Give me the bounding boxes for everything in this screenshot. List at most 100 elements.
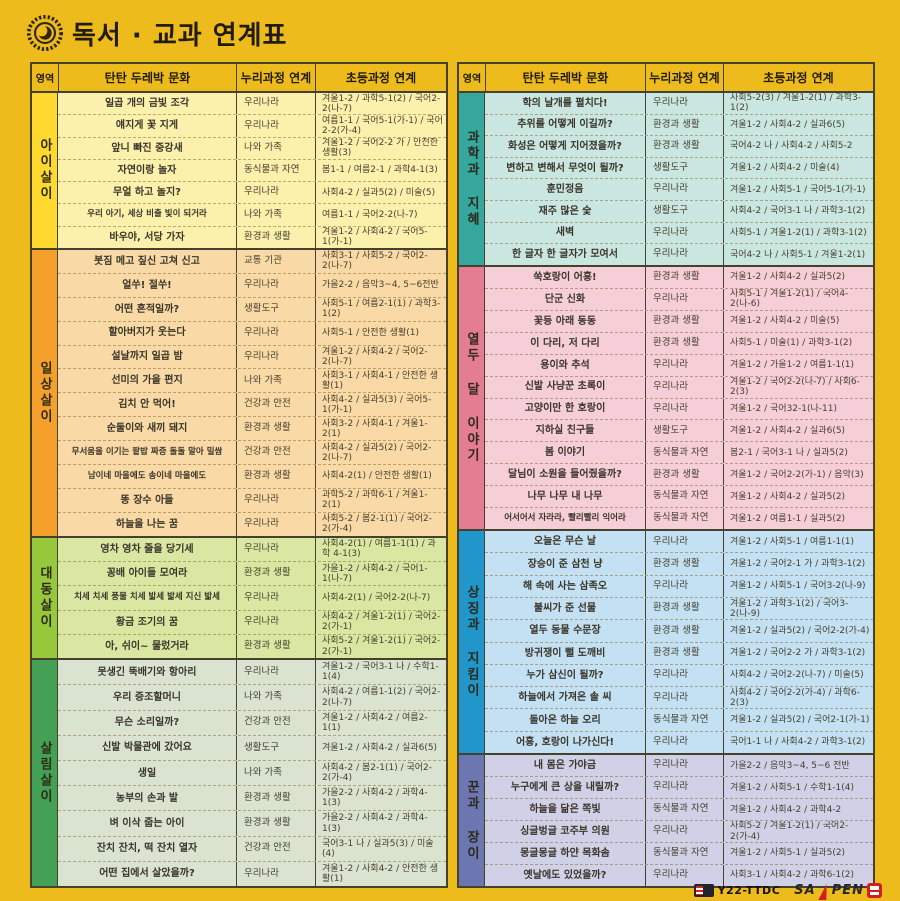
- nuri-curriculum-cell: 동식물과 자연: [645, 799, 723, 821]
- nuri-curriculum-cell: 환경과 생활: [645, 332, 723, 354]
- table-row: 누가 삼신이 될까? 우리나라 사회4-2 / 국어2-2(나-7) / 미술(5): [485, 663, 873, 687]
- elementary-curriculum-cell: 겨울1-2 / 사회4-2 / 미술(5): [723, 310, 873, 332]
- nuri-curriculum-cell: 우리나라: [236, 345, 315, 369]
- right-table: 영역 탄탄 두레박 문화 누리과정 연계 초등과정 연계 과학과 지혜 학의 날개를 펼…: [457, 62, 875, 888]
- column-header: 탄탄 두레박 문화: [485, 64, 645, 91]
- column-header: 누리과정 연계: [645, 64, 723, 91]
- elementary-curriculum-cell: 겨울1-2 / 사회4-2 / 과학4-2: [723, 799, 873, 821]
- table-row: 황금 조기의 꿈 우리나라 사회4-2 / 겨울1-2(1) / 국어2-2(가-1…: [58, 609, 446, 634]
- table-row: 잔치 잔치, 떡 잔치 열자 건강과 안전 국어3-1 나 / 실과5(3) / 미…: [58, 835, 446, 861]
- elementary-curriculum-cell: 겨울1-2 / 사회4-2 / 실과6(5): [315, 735, 446, 761]
- book-title-cell: 황금 조기의 꿈: [115, 616, 179, 628]
- nuri-curriculum-cell: 우리나라: [645, 244, 723, 265]
- nuri-curriculum-cell: 우리나라: [645, 531, 723, 553]
- book-title-cell: 얘지게 꽃 지게: [115, 120, 179, 132]
- book-title-cell: 지하실 친구들: [535, 425, 595, 437]
- area-section: 상징과 지킴이 오늘은 무슨 날 우리나라 겨울1-2 / 사회5-1 / 여름1-1…: [459, 529, 873, 754]
- area-label: 과학과 지혜: [459, 93, 485, 265]
- book-title-cell: 어떤 흔적일까?: [114, 303, 180, 315]
- table-row: 얘지게 꽃 지게 우리나라 여름1-1 / 국어5-1(가-1) / 국어2-2(가…: [58, 114, 446, 137]
- elementary-curriculum-cell: 가을2-2 / 음악3~4, 5~6 전반: [723, 755, 873, 777]
- table-row: 벼 이삭 줍는 아이 환경과 생활 가을2-2 / 사회4-2 / 과학4-1(3): [58, 810, 446, 836]
- page-header: 독서 · 교과 연계표: [26, 14, 287, 52]
- table-row: 어떤 흔적일까? 생활도구 사회5-1 / 여름2-1(1) / 과학3-1(2): [58, 296, 446, 321]
- table-row: 고양이만 한 호랑이 우리나라 겨울1-2 / 국어32-1(나-11): [485, 397, 873, 420]
- book-title-cell: 농부의 손과 발: [115, 792, 179, 804]
- table-row: 돌아온 하늘 오리 동식물과 자연 겨울1-2 / 실과5(2) / 국어2-1(가…: [485, 708, 873, 731]
- area-section: 대동살이 영차 영차 줄을 당기세 우리나라 사회4-2(1) / 여름1-1(1) …: [32, 535, 446, 659]
- nuri-curriculum-cell: 우리나라: [236, 93, 315, 115]
- table-row: 신발 사냥꾼 초록이 우리나라 겨울1-2 / 국어2-2(나-7) / 사회6-2…: [485, 375, 873, 398]
- elementary-curriculum-cell: 사회4-2 / 실과5(2) / 미술(5): [315, 182, 446, 204]
- nuri-curriculum-cell: 우리나라: [645, 687, 723, 709]
- book-title-cell: 순둘이와 새끼 돼지: [106, 423, 188, 435]
- nuri-curriculum-cell: 우리나라: [645, 821, 723, 843]
- elementary-curriculum-cell: 사회5-1 / 겨울1-2(1) / 국어4-2(나-6): [723, 288, 873, 310]
- nuri-curriculum-cell: 우리나라: [236, 537, 315, 562]
- table-row: 치세 치세 풍물 치세 밟세 밟세 지신 밟세 우리나라 사회4-2(1) / 국어…: [58, 585, 446, 610]
- table-row: 변하고 변해서 무엇이 될까? 생활도구 겨울1-2 / 사회4-2 / 미술(4): [485, 156, 873, 179]
- elementary-curriculum-cell: 사회4-2 / 실과5(2) / 국어2-2(나-7): [315, 441, 446, 465]
- table-row: 우리 증조할머니 나와 가족 사회4-2 / 여름1-1(2) / 국어2-2(나-…: [58, 684, 446, 710]
- area-section: 꾼과 장이 내 몸은 가야금 우리나라 가을2-2 / 음악3~4, 5~6 전반 누구…: [459, 753, 873, 886]
- nuri-curriculum-cell: 동식물과 자연: [645, 508, 723, 530]
- elementary-curriculum-cell: 사회3-1 / 사회5-2 / 국어2-2(나-7): [315, 249, 446, 273]
- nuri-curriculum-cell: 동식물과 자연: [645, 709, 723, 731]
- table-row: 꽃등 아래 동동 환경과 생활 겨울1-2 / 사회4-2 / 미술(5): [485, 309, 873, 332]
- elementary-curriculum-cell: 국어3-1 나 / 실과5(3) / 미술(4): [315, 836, 446, 861]
- book-title-cell: 꽁배 아이들 모여라: [106, 568, 188, 580]
- table-row: 나무 나무 내 나무 동식물과 자연 겨울1-2 / 사회4-2 / 실과5(2): [485, 485, 873, 508]
- elementary-curriculum-cell: 겨울1-2 / 사회4-2 / 실과5(2): [723, 486, 873, 508]
- nuri-curriculum-cell: 교통 기관: [236, 249, 315, 273]
- book-title-cell: 똥 장수 아들: [120, 494, 174, 506]
- book-title-cell: 어떤 집에서 살았을까?: [99, 868, 195, 880]
- nuri-curriculum-cell: 환경과 생활: [645, 310, 723, 332]
- elementary-curriculum-cell: 겨울1-2 / 국어2-1 가 / 과학3-1(2): [723, 553, 873, 575]
- elementary-curriculum-cell: 겨울1-2 / 실과5(2) / 국어2-1(가-1): [723, 709, 873, 731]
- book-title-cell: 무얼 하고 놀지?: [113, 187, 181, 199]
- elementary-curriculum-cell: 겨울1-2 / 사회4-2 / 미술(4): [723, 157, 873, 179]
- nuri-curriculum-cell: 환경과 생활: [645, 136, 723, 157]
- table-row: 오늘은 무슨 날 우리나라 겨울1-2 / 사회5-1 / 여름1-1(1): [485, 531, 873, 553]
- elementary-curriculum-cell: 가을2-2 / 사회4-2 / 과학4-1(3): [315, 811, 446, 836]
- book-title-cell: 훈민정음: [546, 184, 584, 196]
- table-row: 해 속에 사는 삼족오 우리나라 겨울1-2 / 사회5-1 / 국어3-2(나-9…: [485, 574, 873, 598]
- nuri-curriculum-cell: 우리나라: [645, 664, 723, 687]
- nuri-curriculum-cell: 환경과 생활: [236, 562, 315, 586]
- table-row: 학의 날개를 펼치다! 우리나라 사회5-2(3) / 겨울1-2(1) / 과학3…: [485, 93, 873, 114]
- table-row: 일곱 개의 금빛 조각 우리나라 겨울1-2 / 과학5-1(2) / 국어2-2(…: [58, 93, 446, 115]
- book-title-cell: 누구에게 큰 상을 내릴까?: [510, 781, 620, 793]
- book-title-cell: 돌아온 하늘 오리: [529, 714, 601, 726]
- elementary-curriculum-cell: 사회5-1 / 안전한 생활(1): [315, 321, 446, 345]
- elementary-curriculum-cell: 겨울1-2 / 과학3-1(2) / 국어3-2(나-9): [723, 598, 873, 620]
- elementary-curriculum-cell: 국어1-1 나 / 사회4-2 / 과학3-1(2): [723, 731, 873, 754]
- book-title-cell: 이 다리, 저 다리: [530, 337, 600, 349]
- nuri-curriculum-cell: 나와 가족: [236, 137, 315, 159]
- elementary-curriculum-cell: 사회4-2(1) / 여름1-1(1) / 과학 4-1(3): [315, 537, 446, 562]
- nuri-curriculum-cell: 환경과 생활: [645, 620, 723, 642]
- elementary-curriculum-cell: 사회5-2 / 봄2-1(1) / 국어2-2(가-4): [315, 512, 446, 536]
- saypen-logo: SA PEN: [794, 883, 882, 900]
- elementary-curriculum-cell: 가을2-2 / 사회4-2 / 과학4-1(3): [315, 786, 446, 811]
- table-row: 장승이 준 삼천 냥 환경과 생활 겨울1-2 / 국어2-1 가 / 과학3-1(…: [485, 552, 873, 575]
- area-label: 일상살이: [32, 249, 58, 536]
- book-title-cell: 용이와 추석: [540, 359, 590, 371]
- elementary-curriculum-cell: 봄2-1 / 국어3-1 나 / 실과5(2): [723, 442, 873, 464]
- book-title-cell: 열두 동물 수문장: [529, 625, 601, 637]
- area-section: 과학과 지혜 학의 날개를 펼치다! 우리나라 사회5-2(3) / 겨울1-2(1)…: [459, 93, 873, 265]
- elementary-curriculum-cell: 국어4-2 나 / 사회4-2 / 사회5-2: [723, 136, 873, 157]
- table-row: 영차 영차 줄을 당기세 우리나라 사회4-2(1) / 여름1-1(1) / 과학…: [58, 537, 446, 562]
- nuri-curriculum-cell: 우리나라: [645, 865, 723, 886]
- nuri-curriculum-cell: 우리나라: [645, 222, 723, 244]
- table-row: 우리 아기, 세상 비출 빛이 되거라 나와 가족 여름1-1 / 국어2-2(나-…: [58, 203, 446, 226]
- elementary-curriculum-cell: 겨울1-2 / 사회5-1 / 수학1-1(4): [723, 777, 873, 799]
- elementary-curriculum-cell: 사회4-2 / 겨울1-2(1) / 국어2-2(가-1): [315, 610, 446, 634]
- nuri-curriculum-cell: 환경과 생활: [645, 642, 723, 664]
- elementary-curriculum-cell: 겨울1-2 / 사회4-2 / 국어2-2(나-7): [315, 345, 446, 369]
- nuri-curriculum-cell: 우리나라: [236, 610, 315, 634]
- table-row: 봇짐 메고 짚신 고쳐 신고 교통 기관 사회3-1 / 사회5-2 / 국어2-2…: [58, 249, 446, 273]
- book-title-cell: 일곱 개의 금빛 조각: [104, 98, 190, 110]
- table-row: 자연이랑 놀자 동식물과 자연 봄1-1 / 여름2-1 / 과학4-1(3): [58, 158, 446, 182]
- linkage-tables: 영역 탄탄 두레박 문화 누리과정 연계 초등과정 연계 아이살이 일곱 개의 금빛 조…: [30, 62, 875, 888]
- nuri-curriculum-cell: 나와 가족: [236, 204, 315, 226]
